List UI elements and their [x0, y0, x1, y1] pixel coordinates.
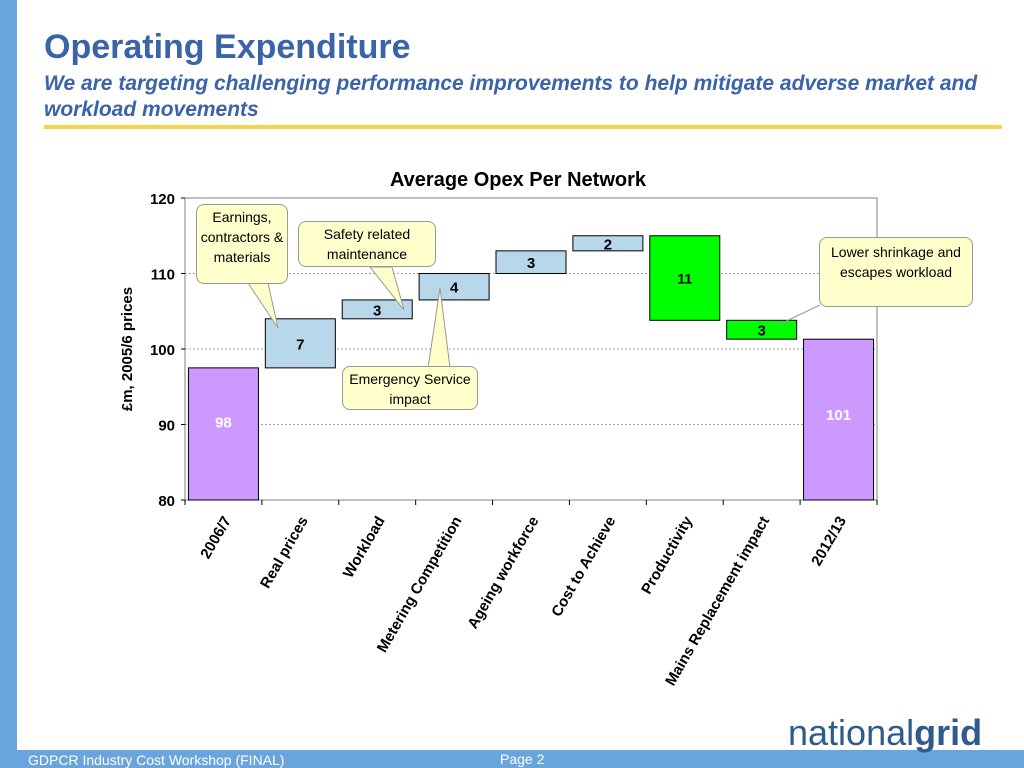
bar-value-label: 11 [677, 270, 692, 286]
footer-bar [0, 750, 1024, 768]
bar-2012-13 [803, 338, 875, 501]
page-number: Page 2 [500, 751, 545, 767]
logo-grid: grid [914, 712, 983, 753]
callout-safety: Safety related maintenance [298, 221, 436, 267]
bar-value-label: 98 [215, 415, 232, 432]
x-tick-label: Ageing workforce [464, 514, 542, 632]
x-tick-label: 2012/13 [808, 514, 850, 569]
x-tick-label: 2006/7 [197, 514, 235, 562]
bar-value-label: 2 [604, 236, 612, 253]
y-tick-label: 90 [158, 418, 175, 435]
bar-productivity [649, 235, 721, 321]
bar-ageing-workforce [495, 250, 567, 275]
callout-shrinkage: Lower shrinkage and escapes workload [819, 237, 973, 307]
x-tick-label: Real prices [257, 514, 312, 592]
bar-value-label: 4 [450, 280, 459, 297]
callout-earnings: Earnings, contractors & materials [196, 204, 288, 284]
bar-cost-to-achieve [572, 235, 644, 252]
callout-emergency: Emergency Service impact [342, 366, 478, 410]
callout-pointer-earnings [247, 282, 279, 329]
bar-value-label: 7 [296, 336, 304, 353]
x-tick-label: Metering Competition [374, 514, 466, 656]
footer-text: GDPCR Industry Cost Workshop (FINAL) [28, 752, 285, 768]
title-divider [44, 125, 1002, 129]
bar-value-label: 3 [373, 302, 381, 319]
waterfall-chart: Average Opex Per Network 80 90 100 110 120 £m,… [119, 169, 878, 689]
bar-workload [341, 299, 413, 320]
callout-pointer-shrinkage [777, 304, 821, 326]
x-tick-label: Workload [340, 514, 389, 581]
chart-title: Average Opex Per Network [390, 169, 647, 191]
callout-pointer-safety [368, 266, 405, 311]
x-tick-label: Productivity [638, 513, 696, 597]
bar-2006-7 [187, 367, 259, 501]
bar-mains-replacement-impact [726, 319, 798, 340]
page-title: Operating Expenditure [44, 28, 411, 66]
bar-value-label: 101 [826, 407, 851, 424]
page-subtitle: We are targeting challenging performance… [44, 72, 978, 121]
bar-value-label: 3 [757, 323, 765, 340]
y-tick-label: 100 [150, 342, 175, 359]
y-tick-label: 120 [150, 191, 175, 208]
left-accent-strip [0, 0, 17, 768]
y-tick-label: 80 [158, 493, 175, 510]
logo-national: national [788, 712, 915, 753]
bar-metering-competition [418, 273, 490, 301]
bar-value-label: 3 [527, 255, 535, 272]
x-tick-label: Cost to Achieve [548, 514, 619, 620]
y-tick-label: 110 [151, 267, 175, 284]
national-grid-logo: nationalgrid [788, 712, 982, 754]
y-axis-label: £m, 2005/6 prices [119, 287, 136, 411]
